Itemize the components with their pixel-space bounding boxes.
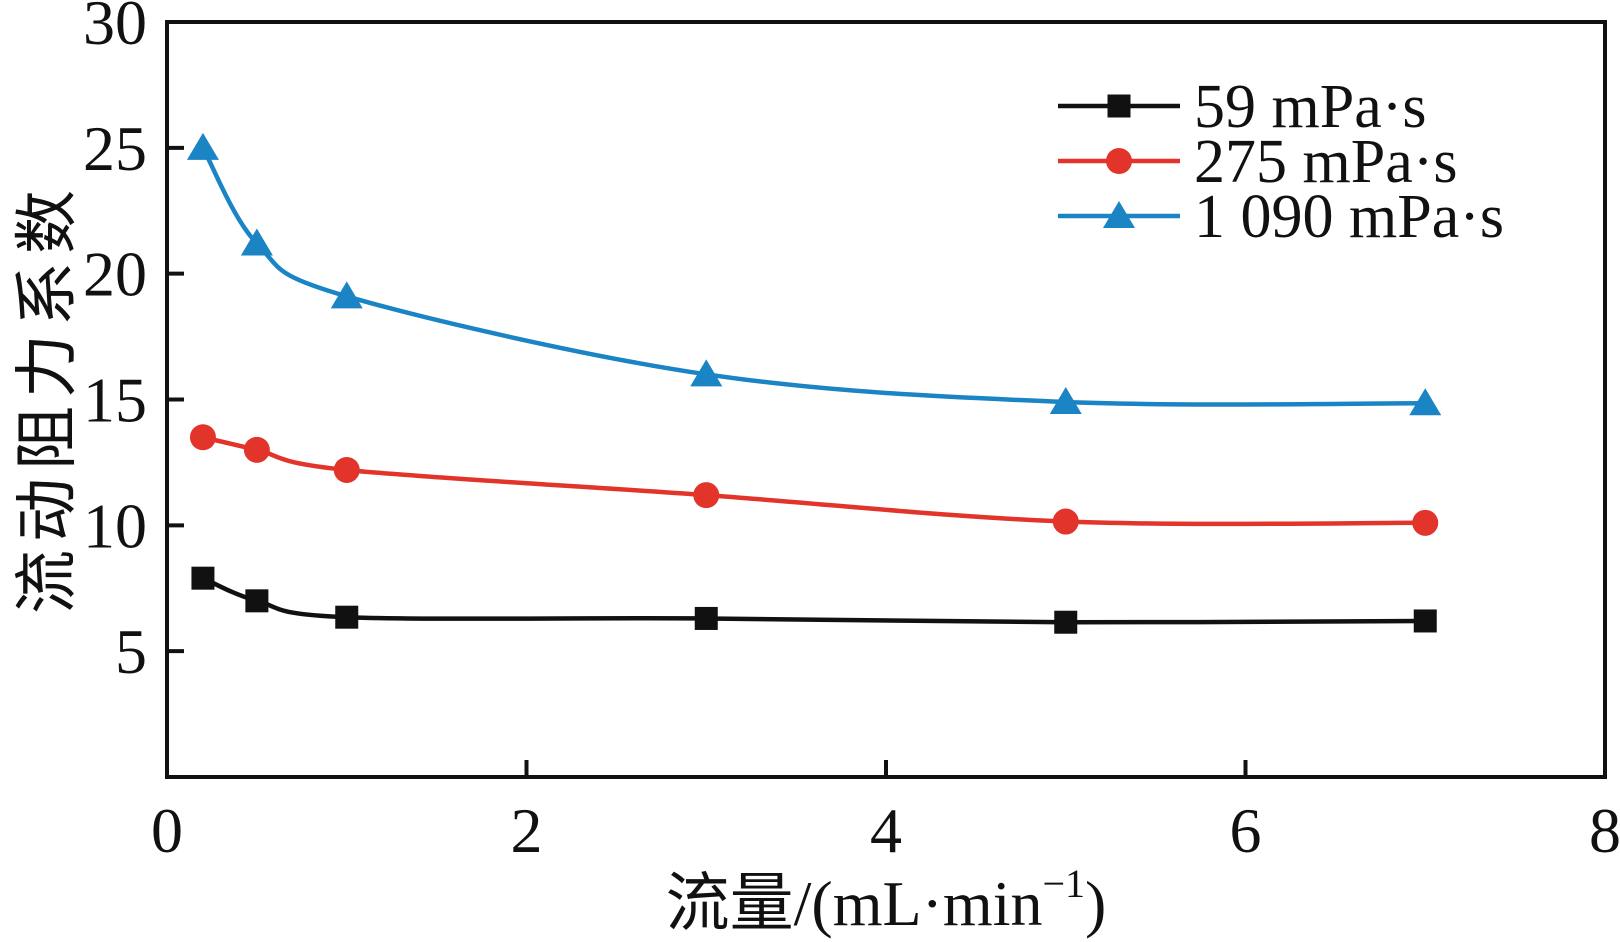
- x-axis-title-close-paren: ): [1085, 868, 1107, 939]
- data-point-marker: [1049, 387, 1082, 415]
- legend-label: 1 090 mPa·s: [1194, 183, 1504, 251]
- y-axis-title: 流动阻力系数: [12, 182, 83, 614]
- x-axis-tick-label: 8: [1589, 795, 1620, 866]
- data-point-marker: [330, 281, 363, 309]
- x-axis-title-superscript: −1: [1042, 861, 1086, 906]
- legend-label: 275 mPa·s: [1194, 128, 1458, 196]
- y-axis-tick-label: 10: [83, 490, 147, 561]
- x-axis-title-text: 流量/(mL·min: [665, 868, 1043, 939]
- data-point-marker: [335, 605, 359, 629]
- x-axis-tick-label: 2: [511, 795, 543, 866]
- y-axis-tick-label: 25: [83, 113, 147, 184]
- x-axis-tick-label: 6: [1230, 795, 1262, 866]
- data-point-marker: [1052, 508, 1079, 535]
- data-point-marker: [243, 436, 270, 463]
- legend-marker: [1103, 201, 1135, 228]
- x-axis-tick-label: 0: [151, 795, 183, 866]
- series-line: [200, 435, 1428, 527]
- data-point-marker: [693, 482, 720, 509]
- y-axis-tick-label: 20: [83, 239, 147, 310]
- legend-marker: [1106, 148, 1132, 174]
- data-point-marker: [186, 132, 219, 160]
- data-point-marker: [191, 566, 215, 590]
- data-point-marker: [1054, 610, 1078, 634]
- y-axis-tick-label: 30: [83, 0, 147, 58]
- legend-label: 59 mPa·s: [1194, 73, 1427, 141]
- y-axis-tick-label: 5: [115, 616, 147, 687]
- data-point-marker: [1413, 609, 1437, 633]
- data-point-marker: [1409, 388, 1442, 416]
- data-point-marker: [245, 589, 269, 613]
- data-point-marker: [240, 228, 273, 256]
- data-point-marker: [1412, 509, 1439, 536]
- data-point-marker: [333, 456, 360, 483]
- data-point-marker: [189, 424, 216, 451]
- legend-marker: [1107, 94, 1131, 118]
- data-point-marker: [694, 606, 718, 630]
- y-axis-tick-label: 15: [83, 365, 147, 436]
- series-line: [200, 575, 1428, 625]
- x-axis-title: 流量/(mL·min−1): [666, 852, 1107, 942]
- x-axis-tick-label: 4: [870, 795, 902, 866]
- data-point-marker: [690, 359, 723, 387]
